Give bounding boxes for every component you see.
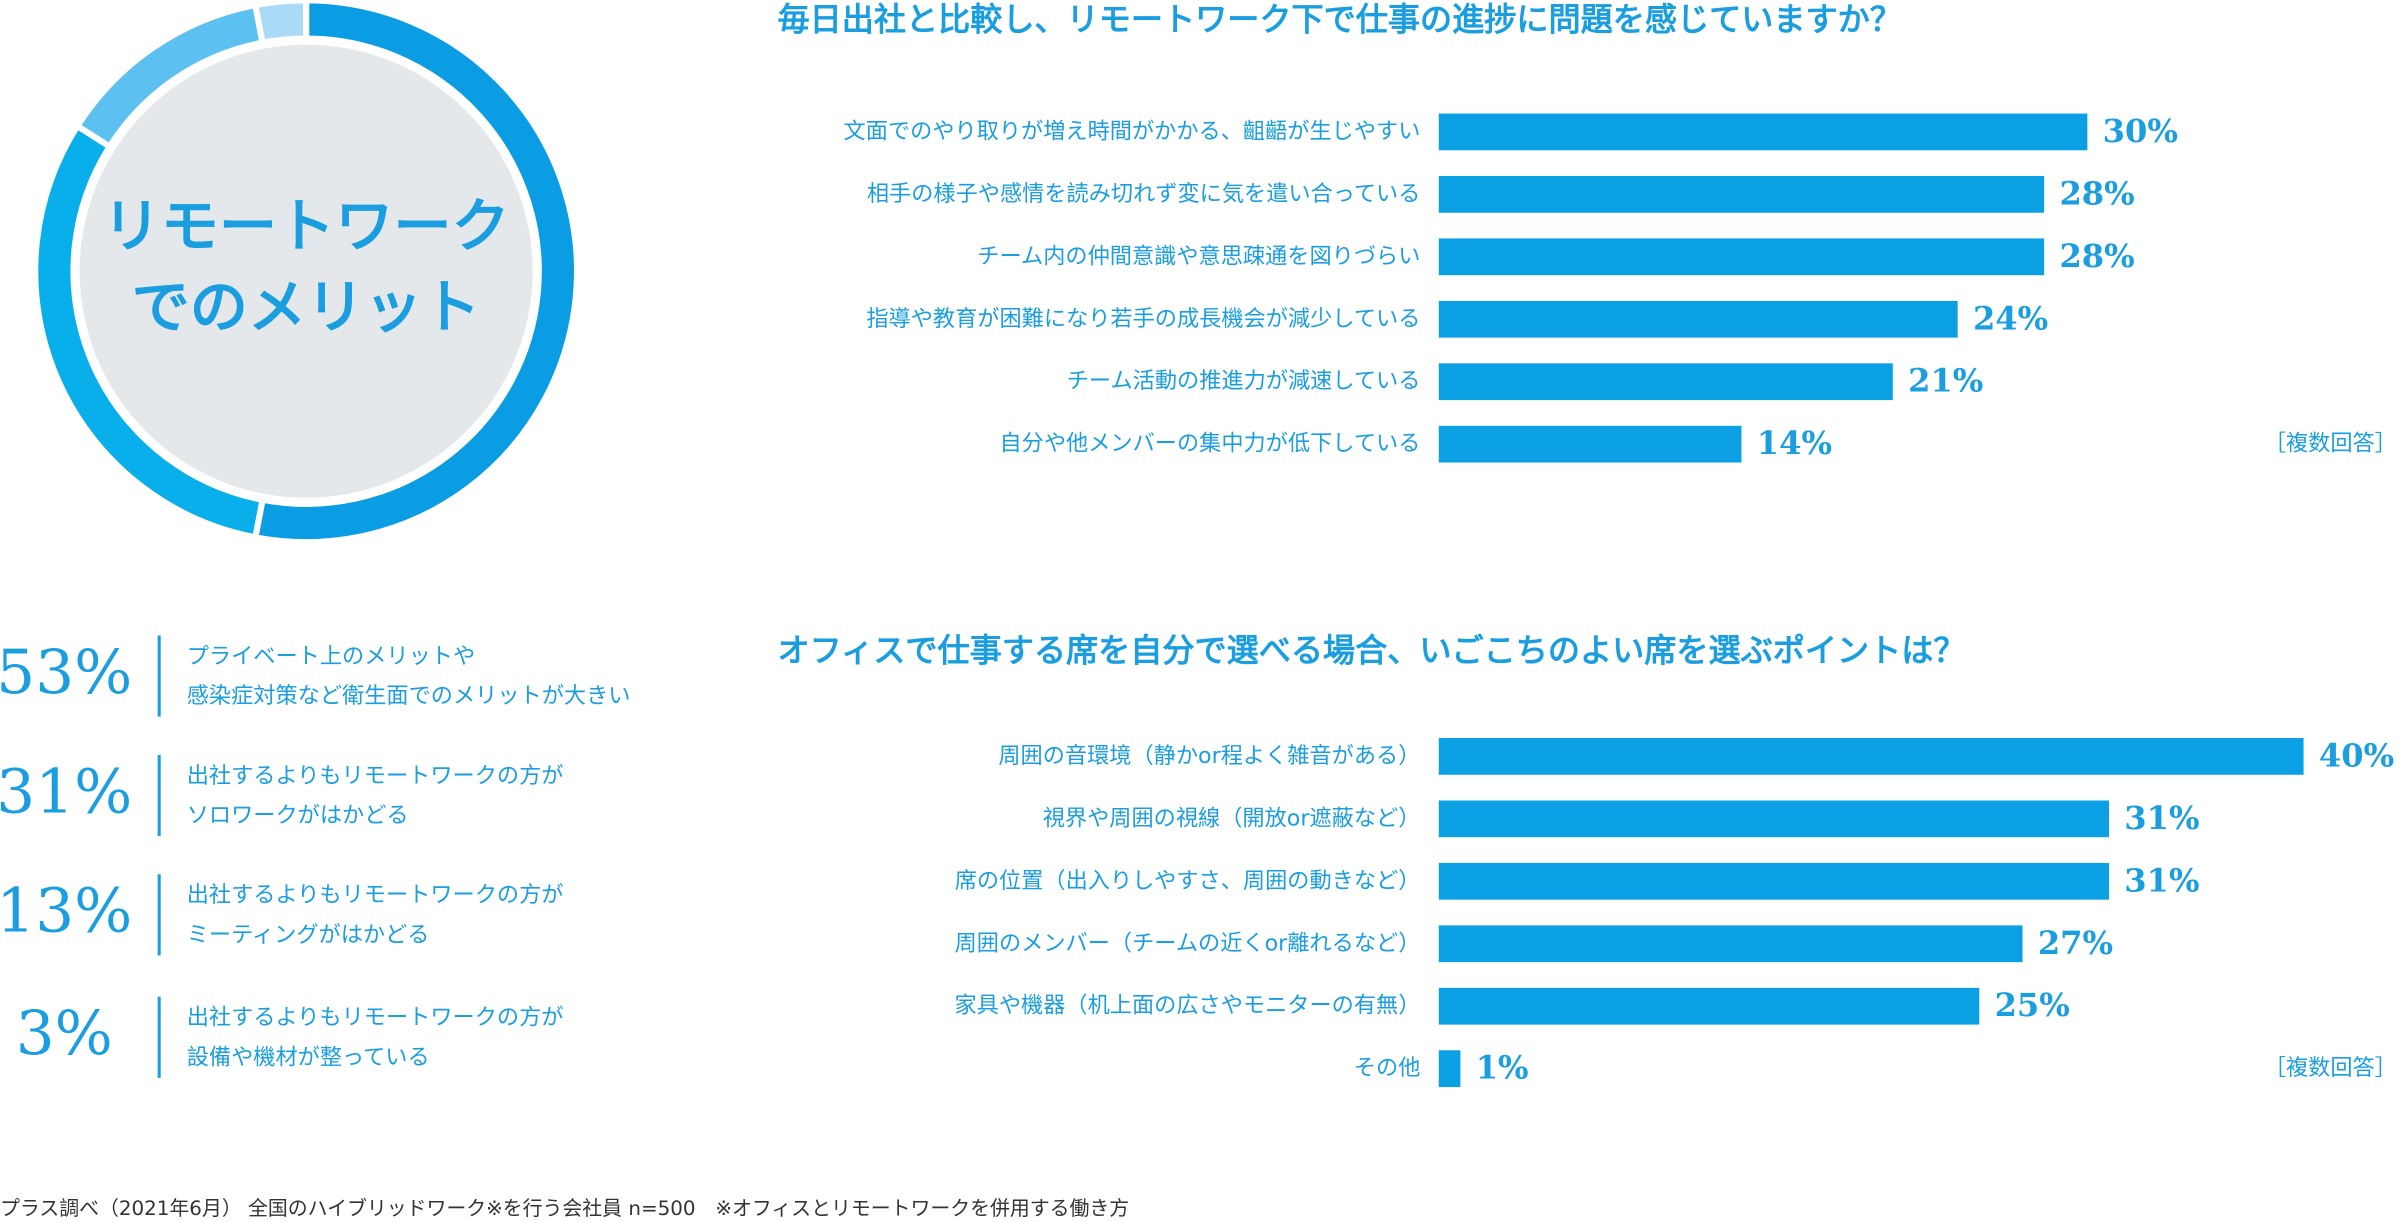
value-label: 28%	[2059, 237, 2134, 275]
value-label: 27%	[2038, 924, 2113, 962]
bar	[1438, 987, 1980, 1025]
donut-title: リモートワーク	[103, 192, 510, 260]
value-label: 25%	[1995, 986, 2070, 1024]
chart-title: 毎日出社と比較し、リモートワーク下で仕事の進捗に問題を感じていますか？	[778, 1, 1902, 39]
bar	[1438, 800, 2109, 838]
stat-description: 感染症対策など衛生面でのメリットが大きい	[187, 683, 631, 709]
bar	[1438, 738, 2304, 775]
category-label: 自分や他メンバーの集中力が低下している	[1000, 431, 1421, 457]
stat-description: 設備や機材が整っている	[187, 1044, 430, 1070]
category-label: 指導や教育が困難になり若手の成長機会が減少している	[866, 306, 1420, 332]
stat-description: プライベート上のメリットや	[187, 643, 475, 669]
donut-center	[79, 44, 533, 498]
value-label: 1%	[1476, 1049, 1529, 1087]
note: ［複数回答］	[2264, 431, 2397, 457]
category-label: 相手の様子や感情を読み切れず変に気を遣い合っている	[867, 181, 1421, 207]
stat-description: 出社するよりもリモートワークの方が	[187, 882, 564, 908]
bar	[1438, 238, 2045, 276]
category-label: 周囲のメンバー（チームの近くor離れるなど）	[955, 930, 1421, 956]
value-label: 31%	[2124, 861, 2199, 899]
value-label: 30%	[2103, 112, 2178, 150]
donut-segment	[251, 0, 581, 546]
donut-segment	[251, 0, 310, 47]
category-label: その他	[1354, 1055, 1421, 1081]
bar	[1438, 925, 2023, 963]
stat-value: 53%	[0, 637, 132, 708]
bar	[1438, 363, 1893, 401]
bar	[1438, 113, 2088, 151]
category-label: チーム活動の推進力が減速している	[1067, 368, 1421, 394]
category-label: 視界や周囲の視線（開放or遮蔽など）	[1043, 805, 1421, 831]
category-label: 周囲の音環境（静かor程よく雑音がある）	[998, 743, 1420, 769]
stat-description: 出社するよりもリモートワークの方が	[187, 763, 564, 789]
stat-value: 13%	[0, 876, 132, 947]
donut-title: でのメリット	[132, 273, 481, 341]
stat-description: 出社するよりもリモートワークの方が	[187, 1005, 564, 1031]
stat-value: 31%	[0, 756, 132, 827]
bar	[1438, 1050, 1461, 1088]
stat-description: ミーティングがはかどる	[187, 922, 430, 948]
category-label: 席の位置（出入りしやすさ、周囲の動きなど）	[955, 868, 1421, 894]
value-label: 21%	[1908, 362, 1983, 400]
value-label: 40%	[2319, 736, 2394, 774]
category-label: チーム内の仲間意識や意思疎通を図りづらい	[977, 243, 1420, 269]
bar	[1438, 300, 1958, 338]
footer: プラス調べ（2021年6月） 全国のハイブリッドワーク※を行う会社員 n=500…	[0, 1197, 1129, 1220]
value-label: 24%	[1973, 299, 2048, 337]
bar	[1438, 176, 2045, 213]
stat-value: 3%	[16, 998, 113, 1069]
category-label: 家具や機器（机上面の広さやモニターの有無）	[954, 993, 1420, 1019]
stat-description: ソロワークがはかどる	[187, 803, 409, 829]
note: ［複数回答］	[2264, 1055, 2397, 1081]
bar	[1438, 425, 1742, 463]
value-label: 28%	[2059, 174, 2134, 212]
bar	[1438, 862, 2109, 900]
category-label: 文面でのやり取りが増え時間がかかる、齟齬が生じやすい	[844, 118, 1421, 144]
chart-title: オフィスで仕事する席を自分で選べる場合、いごこちのよい席を選ぶポイントは？	[778, 631, 1966, 669]
value-label: 14%	[1757, 424, 1832, 462]
value-label: 31%	[2124, 799, 2199, 837]
